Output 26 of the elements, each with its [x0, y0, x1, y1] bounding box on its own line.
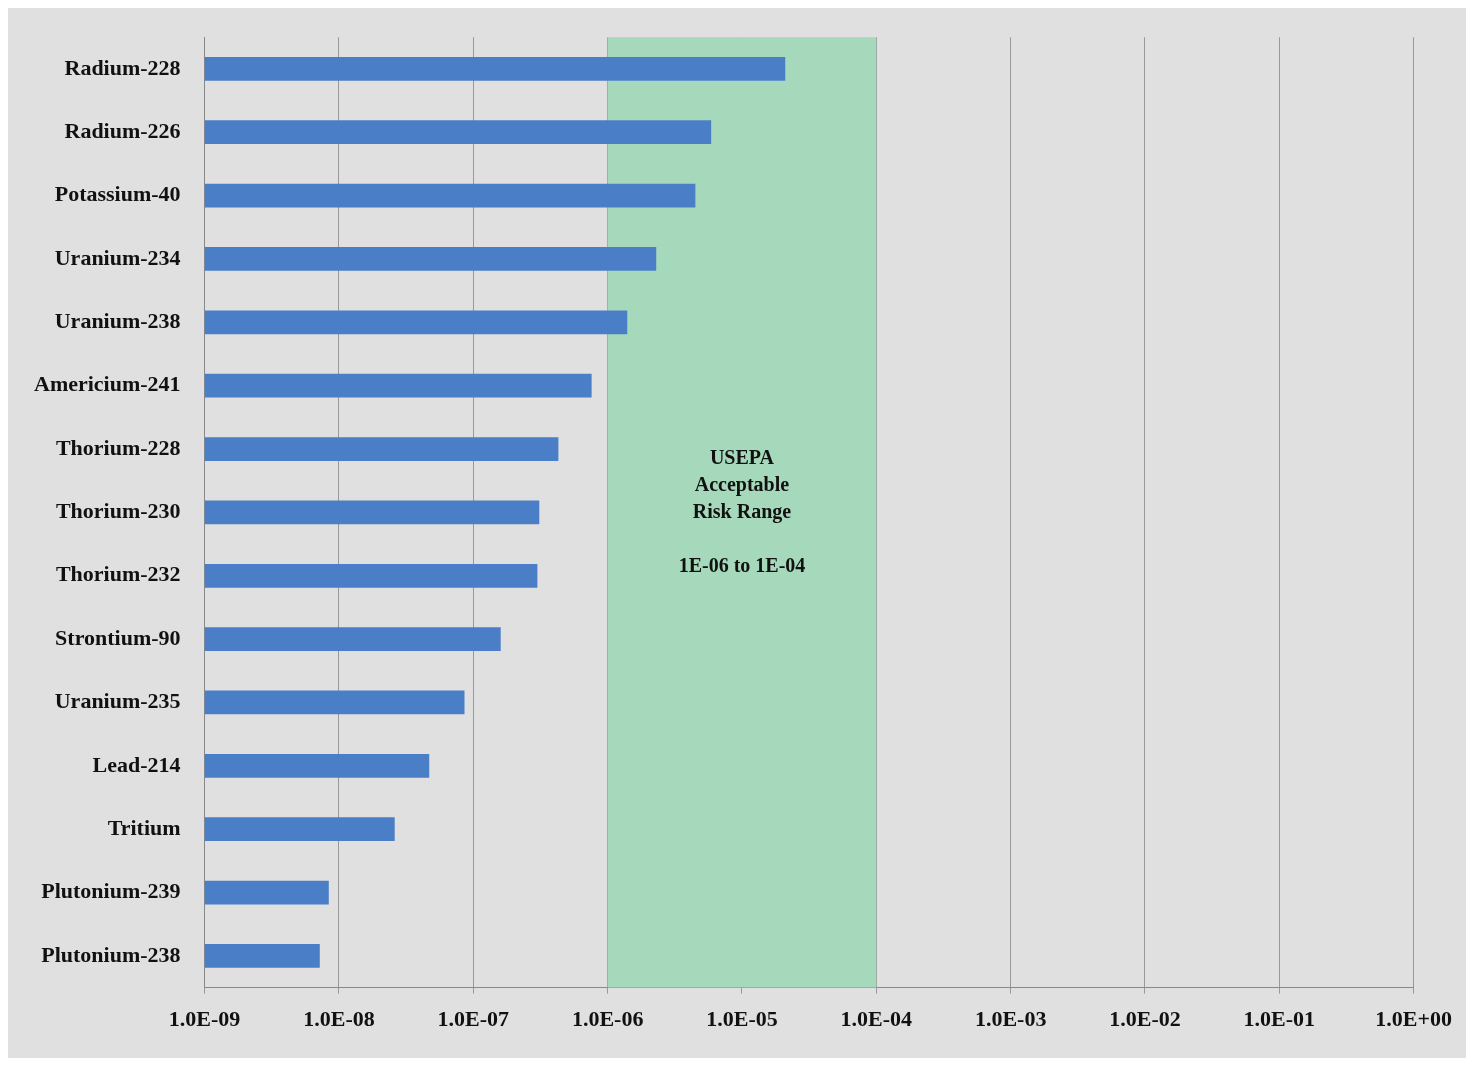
x-tick-label: 1.0E-08	[303, 1006, 375, 1032]
x-tick-label: 1.0E-04	[840, 1006, 913, 1032]
y-tick-label: Radium-226	[64, 117, 181, 143]
y-tick-label: Uranium-238	[54, 308, 181, 334]
y-tick-label: Strontium-90	[55, 624, 181, 650]
y-tick-label: Americium-241	[34, 371, 181, 397]
y-tick-label: Thorium-230	[55, 498, 181, 524]
y-tick-label: Lead-214	[92, 751, 181, 777]
x-tick-label: 1.0E-06	[571, 1006, 644, 1032]
x-tick-label: 1.0E-01	[1243, 1006, 1316, 1032]
y-tick-label: Uranium-235	[54, 688, 181, 714]
y-tick-label: Radium-228	[64, 54, 181, 80]
y-tick-label: Thorium-228	[55, 434, 181, 460]
x-tick-label: 1.0E-07	[437, 1006, 510, 1032]
x-tick-label: 1.0E-05	[706, 1006, 778, 1032]
y-tick-label: Tritium	[107, 814, 181, 840]
y-tick-label: Plutonium-238	[41, 941, 181, 967]
x-tick-label: 1.0E+00	[1375, 1006, 1452, 1032]
x-tick-label: 1.0E-03	[974, 1006, 1047, 1032]
y-tick-label: Uranium-234	[54, 244, 181, 270]
y-tick-label: Plutonium-239	[41, 878, 181, 904]
x-tick-label: 1.0E-09	[168, 1006, 241, 1032]
y-tick-label: Potassium-40	[54, 181, 181, 207]
text: USEPA Acceptable Risk Range 1E-06 to 1E-04	[678, 445, 806, 576]
x-tick-label: 1.0E-02	[1109, 1006, 1181, 1032]
y-tick-label: Thorium-232	[55, 561, 181, 587]
